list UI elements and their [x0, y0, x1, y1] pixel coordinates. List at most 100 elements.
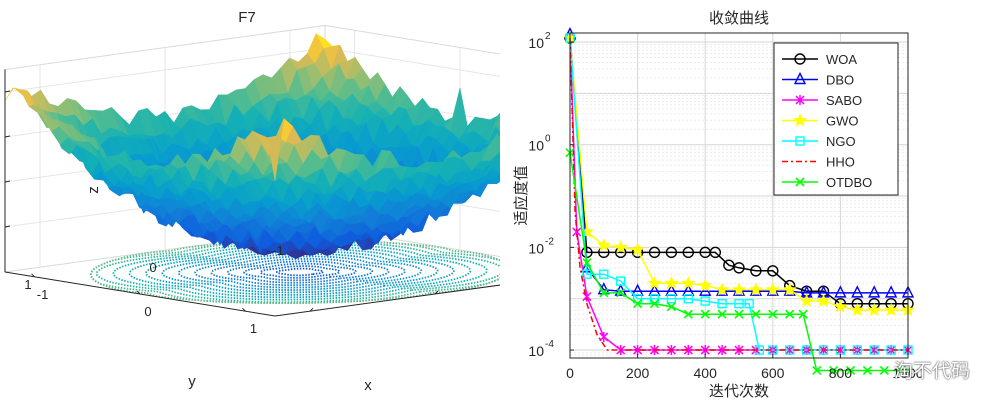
data-point-otdbo — [879, 365, 889, 376]
data-point-sabo — [717, 345, 727, 356]
data-point-ngo — [582, 269, 592, 279]
series-line-ngo — [569, 37, 908, 351]
data-point-gwo — [765, 282, 780, 296]
y-tick-label: -1 — [272, 243, 284, 258]
data-point-woa — [581, 246, 593, 259]
data-point-otdbo — [903, 365, 913, 376]
y-tick-base: 10 — [528, 240, 544, 256]
legend-marker — [795, 136, 805, 146]
y-tick-base: 10 — [528, 35, 544, 51]
data-point-ngo — [734, 298, 744, 309]
base-contour-rings — [89, 239, 511, 305]
data-point-otdbo — [700, 309, 710, 319]
data-point-woa — [767, 265, 779, 277]
y-tick-exponent: -2 — [545, 236, 554, 247]
legend-marker — [793, 113, 807, 127]
legend-entry: WOA — [782, 52, 857, 67]
contour-ring — [89, 239, 511, 305]
data-point-gwo — [748, 282, 763, 296]
legend-label: SABO — [826, 93, 862, 108]
x-tick — [136, 290, 141, 295]
contour-ring — [210, 257, 390, 287]
contour-ring — [226, 260, 374, 284]
z-tick — [4, 180, 11, 183]
data-point-otdbo — [785, 309, 795, 319]
legend-entry: HHO — [782, 155, 855, 170]
legend-marker — [794, 53, 806, 65]
x-tick-label: 1000 — [892, 365, 923, 381]
data-point-woa — [682, 246, 695, 259]
contour-ring — [194, 255, 406, 289]
contour-ring — [128, 245, 472, 299]
contour-ring — [112, 243, 488, 301]
data-point-otdbo — [734, 309, 744, 319]
x-tick-label: -1 — [37, 287, 49, 302]
data-point-otdbo — [633, 299, 643, 309]
data-point-otdbo — [812, 365, 822, 376]
contour-ring — [145, 248, 455, 296]
contour-ring — [275, 267, 325, 277]
data-point-sabo — [683, 345, 693, 356]
series-hho — [569, 37, 908, 351]
data-point-dbo — [851, 285, 864, 298]
y-tick-label: 1 — [24, 277, 31, 292]
data-point-otdbo — [616, 288, 626, 298]
data-point-ngo — [683, 294, 694, 304]
legend-entry: DBO — [782, 71, 854, 88]
watermark-text: 淘不代码 — [893, 360, 970, 382]
data-point-gwo — [884, 302, 899, 317]
data-point-gwo — [867, 302, 882, 317]
y-tick-label: 10 -2 — [528, 236, 554, 256]
x-tick — [31, 273, 35, 278]
legend-entry: SABO — [782, 93, 862, 108]
data-point-sabo — [599, 331, 609, 342]
data-point-dbo — [884, 285, 898, 298]
data-point-woa — [723, 259, 735, 271]
z-tick — [4, 225, 11, 228]
data-point-gwo — [816, 293, 831, 307]
data-point-gwo — [613, 240, 628, 254]
data-point-gwo — [715, 282, 730, 296]
data-point-ngo — [700, 296, 710, 306]
legend-marker — [795, 95, 805, 105]
data-point-otdbo — [582, 258, 592, 268]
data-point-ngo — [599, 269, 609, 279]
legend-marker — [795, 177, 805, 187]
y-tick — [309, 307, 314, 312]
axes-box — [569, 32, 909, 359]
series-line-hho — [569, 37, 908, 351]
x-tick-label: 0 — [566, 365, 574, 381]
data-point-gwo — [782, 282, 797, 296]
data-point-ngo — [744, 298, 754, 309]
series-otdbo — [565, 148, 913, 376]
data-point-otdbo — [896, 365, 906, 376]
y-tick-exponent: -4 — [545, 339, 554, 350]
legend-label: NGO — [826, 134, 856, 149]
data-point-gwo — [647, 275, 662, 290]
convergence-title: 收敛曲线 — [709, 9, 769, 27]
y-tick-label: 10 0 — [528, 134, 551, 154]
legend-label: WOA — [826, 52, 857, 67]
series-line-otdbo — [569, 152, 908, 372]
data-point-otdbo — [862, 365, 873, 376]
y-tick-label: 0 — [149, 260, 156, 275]
legend-entry: OTDBO — [782, 175, 872, 190]
data-point-sabo — [633, 345, 643, 356]
series-gwo — [563, 30, 915, 317]
data-point-gwo — [850, 302, 865, 317]
data-point-gwo — [799, 293, 814, 307]
y-tick-label: 10 -4 — [528, 339, 554, 359]
data-point-otdbo — [845, 365, 856, 376]
legend-label: GWO — [826, 114, 859, 129]
y-tick — [434, 290, 439, 295]
data-point-gwo — [833, 299, 848, 313]
y-tick-exponent: 2 — [545, 31, 551, 42]
data-point-otdbo — [649, 299, 660, 309]
data-point-ngo — [717, 298, 727, 309]
contour-ring — [243, 262, 357, 282]
data-point-woa — [648, 246, 661, 259]
legend-entry: GWO — [782, 113, 859, 129]
x-tick-label: 200 — [626, 365, 650, 381]
